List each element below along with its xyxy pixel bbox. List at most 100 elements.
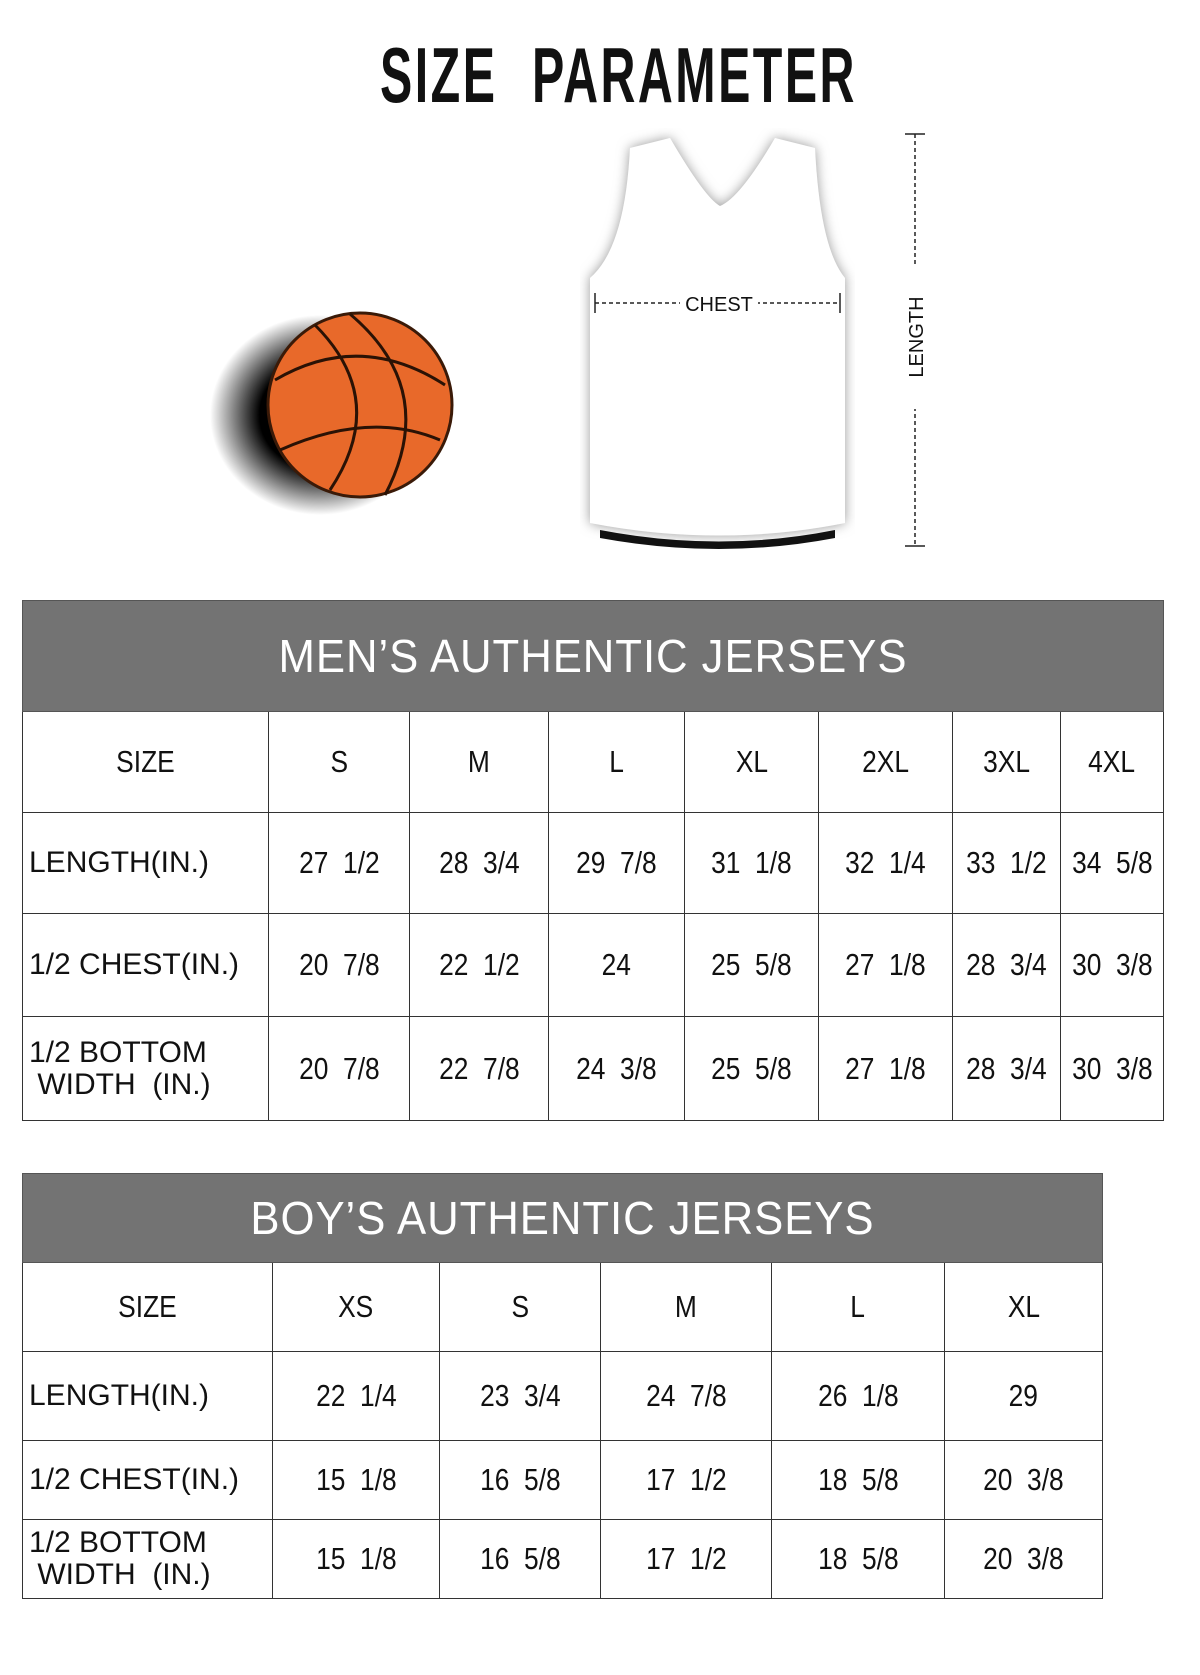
measurement-cell-text: 27 1/2 bbox=[298, 845, 380, 880]
size-column-header-text: 2XL bbox=[862, 744, 909, 779]
row-label: 1/2 CHEST(IN.) bbox=[22, 1440, 273, 1520]
measurement-cell-text: 15 1/8 bbox=[315, 1462, 397, 1497]
page-title: SIZE PARAMETER bbox=[380, 31, 857, 119]
size-column-header: M bbox=[409, 711, 549, 813]
basketball-image bbox=[210, 311, 454, 515]
measurement-cell: 22 1/2 bbox=[409, 913, 549, 1017]
measurement-cell: 18 5/8 bbox=[771, 1440, 945, 1520]
measurement-cell-text: 18 5/8 bbox=[817, 1462, 899, 1497]
measurement-cell-text: 29 bbox=[1008, 1378, 1039, 1413]
measurement-cell-text: 27 1/8 bbox=[845, 1050, 926, 1086]
measurement-cell: 20 3/8 bbox=[943, 1440, 1104, 1520]
measurement-cell: 31 1/8 bbox=[684, 812, 819, 914]
measurement-cell: 29 bbox=[943, 1351, 1104, 1441]
row-label: LENGTH(IN.) bbox=[22, 812, 269, 914]
measurement-cell-text: 33 1/2 bbox=[966, 845, 1047, 880]
measurement-cell-text: 17 1/2 bbox=[645, 1462, 727, 1497]
measurement-cell-text: 20 3/8 bbox=[983, 1462, 1064, 1497]
length-indicator: LENGTH bbox=[900, 133, 930, 547]
mens-table-title: MEN’S AUTHENTIC JERSEYS bbox=[22, 600, 1164, 712]
measurement-cell-text: 16 5/8 bbox=[479, 1541, 561, 1576]
measurement-cell-text: 31 1/8 bbox=[711, 845, 792, 880]
table-row: 1/2 CHEST(IN.) 15 1/8 16 5/8 17 1/2 18 5/8 20… bbox=[22, 1440, 1104, 1520]
size-column-header-text: 3XL bbox=[983, 744, 1030, 779]
measurement-cell-text: 28 3/4 bbox=[966, 947, 1047, 982]
table-header-row: SIZE XS S M L XL bbox=[22, 1262, 1104, 1352]
measurement-cell-text: 28 3/4 bbox=[966, 1050, 1047, 1086]
measurement-cell-text: 22 1/2 bbox=[438, 947, 520, 982]
measurement-cell: 18 5/8 bbox=[771, 1519, 945, 1599]
measurement-cell: 17 1/2 bbox=[600, 1519, 772, 1599]
measurement-cell: 25 5/8 bbox=[684, 1016, 819, 1121]
measurement-cell-text: 26 1/8 bbox=[817, 1378, 899, 1413]
size-column-header-text: M bbox=[675, 1289, 697, 1324]
measurement-cell: 24 7/8 bbox=[600, 1351, 772, 1441]
measurement-cell-text: 24 3/8 bbox=[576, 1050, 657, 1086]
measurement-cell-text: 24 7/8 bbox=[645, 1378, 727, 1413]
measurement-cell: 16 5/8 bbox=[439, 1519, 601, 1599]
measurement-cell-text: 17 1/2 bbox=[645, 1541, 727, 1576]
row-label-text: 1/2 CHEST(IN.) bbox=[29, 1463, 240, 1496]
size-column-header-text: XS bbox=[338, 1289, 374, 1324]
measurement-cell: 16 5/8 bbox=[439, 1440, 601, 1520]
measurement-cell: 28 3/4 bbox=[409, 812, 549, 914]
measurement-cell: 28 3/4 bbox=[952, 1016, 1061, 1121]
measurement-cell: 23 3/4 bbox=[439, 1351, 601, 1441]
measurement-cell: 27 1/8 bbox=[818, 1016, 953, 1121]
row-label-text: 1/2 BOTTOM WIDTH (IN.) bbox=[29, 1526, 211, 1591]
row-label: 1/2 BOTTOM WIDTH (IN.) bbox=[22, 1016, 269, 1121]
measurement-cell: 24 bbox=[548, 913, 685, 1017]
measurement-cell-text: 29 7/8 bbox=[576, 845, 657, 880]
measurement-cell-text: 28 3/4 bbox=[438, 845, 520, 880]
measurement-cell-text: 20 3/8 bbox=[983, 1541, 1064, 1576]
row-label-text: 1/2 CHEST(IN.) bbox=[29, 948, 240, 981]
table-row: 1/2 CHEST(IN.) 20 7/8 22 1/2 24 25 5/8 27 1/8… bbox=[22, 913, 1164, 1017]
measurement-cell-text: 20 7/8 bbox=[298, 947, 380, 982]
size-column-header: L bbox=[771, 1262, 945, 1352]
measurement-cell: 34 5/8 bbox=[1060, 812, 1164, 914]
size-column-header-text: XL bbox=[1007, 1289, 1040, 1324]
table-header-row: SIZE S M L XL 2XL 3XL 4XL bbox=[22, 711, 1164, 813]
size-column-header: XS bbox=[272, 1262, 440, 1352]
size-column-header: XL bbox=[684, 711, 819, 813]
measurement-cell: 27 1/8 bbox=[818, 913, 953, 1017]
measurement-cell: 15 1/8 bbox=[272, 1519, 440, 1599]
size-header-text: SIZE bbox=[116, 744, 175, 779]
measurement-cell-text: 23 3/4 bbox=[479, 1378, 561, 1413]
measurement-cell: 29 7/8 bbox=[548, 812, 685, 914]
measurement-cell-text: 25 5/8 bbox=[711, 1050, 792, 1086]
size-column-header: M bbox=[600, 1262, 772, 1352]
measurement-cell: 33 1/2 bbox=[952, 812, 1061, 914]
measurement-cell: 27 1/2 bbox=[268, 812, 410, 914]
measurement-cell: 26 1/8 bbox=[771, 1351, 945, 1441]
size-column-header-text: 4XL bbox=[1088, 744, 1136, 779]
mens-size-table: MEN’S AUTHENTIC JERSEYS SIZE S M L XL 2XL 3XL 4… bbox=[22, 600, 1164, 1121]
measurement-cell: 20 7/8 bbox=[268, 913, 410, 1017]
measurement-cell-text: 22 7/8 bbox=[438, 1050, 520, 1086]
measurement-cell-text: 27 1/8 bbox=[845, 947, 926, 982]
size-header: SIZE bbox=[22, 1262, 273, 1352]
table-row: LENGTH(IN.) 27 1/2 28 3/4 29 7/8 31 1/8 32 1/… bbox=[22, 812, 1164, 914]
boys-table-title: BOY’S AUTHENTIC JERSEYS bbox=[21, 1173, 1104, 1263]
size-column-header-text: S bbox=[511, 1289, 529, 1324]
measurement-cell-text: 25 5/8 bbox=[711, 947, 792, 982]
row-label-text: 1/2 BOTTOM WIDTH (IN.) bbox=[29, 1035, 211, 1101]
size-header: SIZE bbox=[22, 711, 269, 813]
row-label-text: LENGTH(IN.) bbox=[29, 1379, 209, 1412]
size-column-header: S bbox=[439, 1262, 601, 1352]
measurement-cell: 28 3/4 bbox=[952, 913, 1061, 1017]
table-row: 1/2 BOTTOM WIDTH (IN.) 20 7/8 22 7/8 24 3/8… bbox=[22, 1016, 1164, 1121]
boys-size-table: BOY’S AUTHENTIC JERSEYS SIZE XS S M L XL LENG… bbox=[21, 1173, 1104, 1599]
measurement-cell: 30 3/8 bbox=[1060, 913, 1164, 1017]
measurement-cell-text: 30 3/8 bbox=[1071, 947, 1153, 982]
measurement-cell: 24 3/8 bbox=[548, 1016, 685, 1121]
measurement-cell-text: 34 5/8 bbox=[1071, 845, 1153, 880]
measurement-cell: 15 1/8 bbox=[272, 1440, 440, 1520]
measurement-cell-text: 32 1/4 bbox=[845, 845, 926, 880]
measurement-cell: 20 7/8 bbox=[268, 1016, 410, 1121]
size-header-text: SIZE bbox=[118, 1289, 177, 1324]
measurement-cell: 20 3/8 bbox=[943, 1519, 1104, 1599]
table-row: LENGTH(IN.) 22 1/4 23 3/4 24 7/8 26 1/8 29 bbox=[22, 1351, 1104, 1441]
measurement-cell-text: 24 bbox=[601, 947, 632, 982]
size-column-header-text: L bbox=[609, 744, 624, 779]
